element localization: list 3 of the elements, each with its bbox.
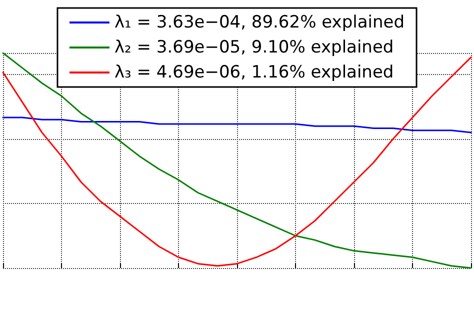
legend-label: λ₁ = 3.63e−04, 89.62% explained	[114, 12, 405, 32]
legend-label: λ₂ = 3.69e−05, 9.10% explained	[114, 38, 394, 58]
legend-label: λ₃ = 4.69e−06, 1.16% explained	[114, 62, 394, 82]
